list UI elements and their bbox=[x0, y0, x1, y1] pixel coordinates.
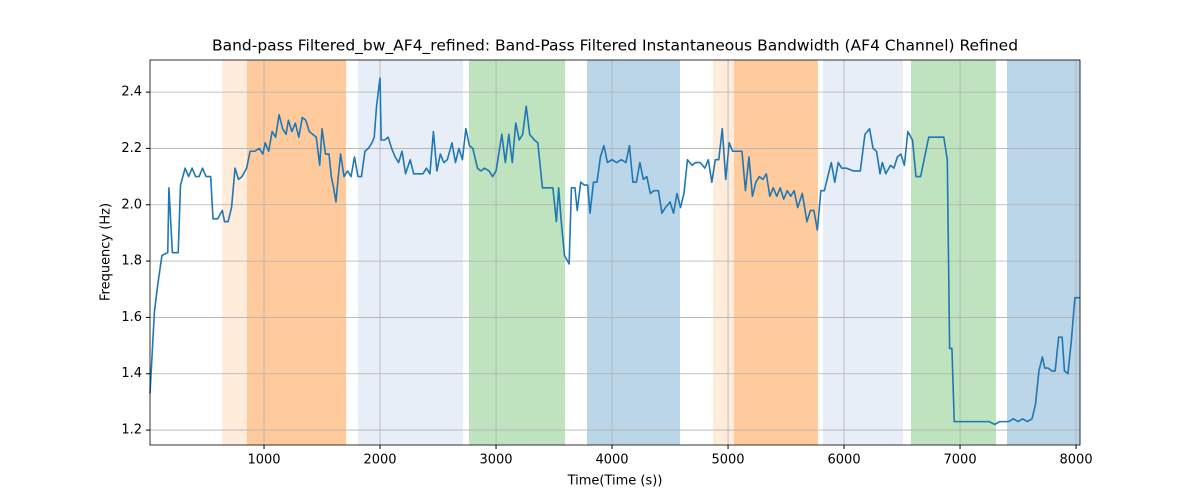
span bbox=[733, 60, 818, 445]
y-tick-label: 1.8 bbox=[121, 254, 142, 269]
span bbox=[357, 60, 463, 445]
y-tick-label: 2.2 bbox=[121, 141, 142, 156]
x-tick-label: 1000 bbox=[247, 453, 280, 468]
plot-frame bbox=[149, 59, 1081, 446]
span bbox=[823, 60, 903, 445]
x-axis-label: Time(Time (s)) bbox=[567, 474, 663, 489]
span bbox=[246, 60, 347, 445]
y-tick-label: 1.6 bbox=[121, 310, 142, 325]
chart-title: Band-pass Filtered_bw_AF4_refined: Band-… bbox=[212, 37, 1018, 56]
line bbox=[149, 77, 1080, 426]
y-tick-label: 1.2 bbox=[121, 423, 142, 438]
span bbox=[586, 60, 681, 445]
span bbox=[1007, 60, 1080, 445]
x-tick-label: 6000 bbox=[828, 453, 861, 468]
x-tick-label: 5000 bbox=[711, 453, 744, 468]
x-tick-label: 4000 bbox=[595, 453, 628, 468]
span bbox=[712, 60, 818, 445]
span bbox=[469, 60, 566, 445]
x-tick-label: 8000 bbox=[1060, 453, 1093, 468]
x-tick-label: 2000 bbox=[363, 453, 396, 468]
x-tick-label: 7000 bbox=[944, 453, 977, 468]
y-axis-label: Frequency (Hz) bbox=[99, 203, 114, 301]
x-tick-label: 3000 bbox=[479, 453, 512, 468]
y-tick-label: 1.4 bbox=[121, 366, 142, 381]
span bbox=[222, 60, 347, 445]
y-tick-label: 2.4 bbox=[121, 85, 142, 100]
y-tick-label: 2.0 bbox=[121, 197, 142, 212]
